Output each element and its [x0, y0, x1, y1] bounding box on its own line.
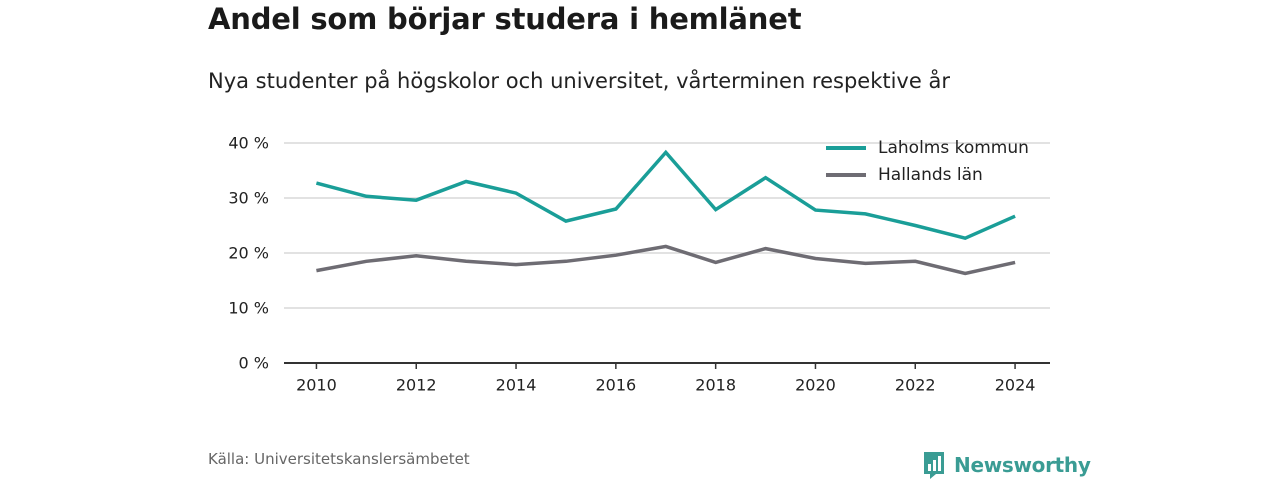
legend-label: Hallands län	[878, 165, 983, 185]
x-tick-label: 2010	[296, 376, 337, 395]
chart-subtitle: Nya studenter på högskolor och universit…	[208, 69, 950, 93]
x-tick-label: 2012	[396, 376, 437, 395]
chart-title: Andel som börjar studera i hemlänet	[208, 2, 802, 36]
legend: Laholms kommun Hallands län	[826, 138, 1029, 185]
y-tick-label: 10 %	[228, 299, 269, 318]
brand-logo: Newsworthy	[922, 450, 1091, 480]
x-tick-label: 2018	[695, 376, 736, 395]
y-tick-label: 0 %	[239, 354, 269, 373]
x-tick-label: 2014	[496, 376, 537, 395]
y-tick-label: 30 %	[228, 189, 269, 208]
y-tick-label: 20 %	[228, 244, 269, 263]
y-axis-labels: 0 % 10 % 20 % 30 % 40 %	[228, 134, 269, 373]
series-lines	[315, 149, 1016, 276]
legend-label: Laholms kommun	[878, 138, 1029, 158]
x-tick-label: 2016	[595, 376, 636, 395]
x-tick-label: 2024	[995, 376, 1036, 395]
source-note: Källa: Universitetskanslersämbetet	[208, 450, 470, 468]
x-tick-label: 2022	[895, 376, 936, 395]
series-line-laholms-kommun	[315, 149, 1016, 241]
line-chart: 0 % 10 % 20 % 30 % 40 % 2010 2012 2014 2016 2018…	[228, 134, 1050, 395]
newsworthy-logo-icon	[924, 452, 944, 479]
brand-name: Newsworthy	[954, 453, 1091, 477]
y-tick-label: 40 %	[228, 134, 269, 153]
x-axis-labels: 2010 2012 2014 2016 2018 2020 2022 2024	[296, 376, 1035, 395]
x-axis	[284, 362, 1050, 369]
series-line-hallands-lan	[316, 244, 1016, 276]
x-tick-label: 2020	[795, 376, 836, 395]
grid-lines	[284, 142, 1050, 309]
